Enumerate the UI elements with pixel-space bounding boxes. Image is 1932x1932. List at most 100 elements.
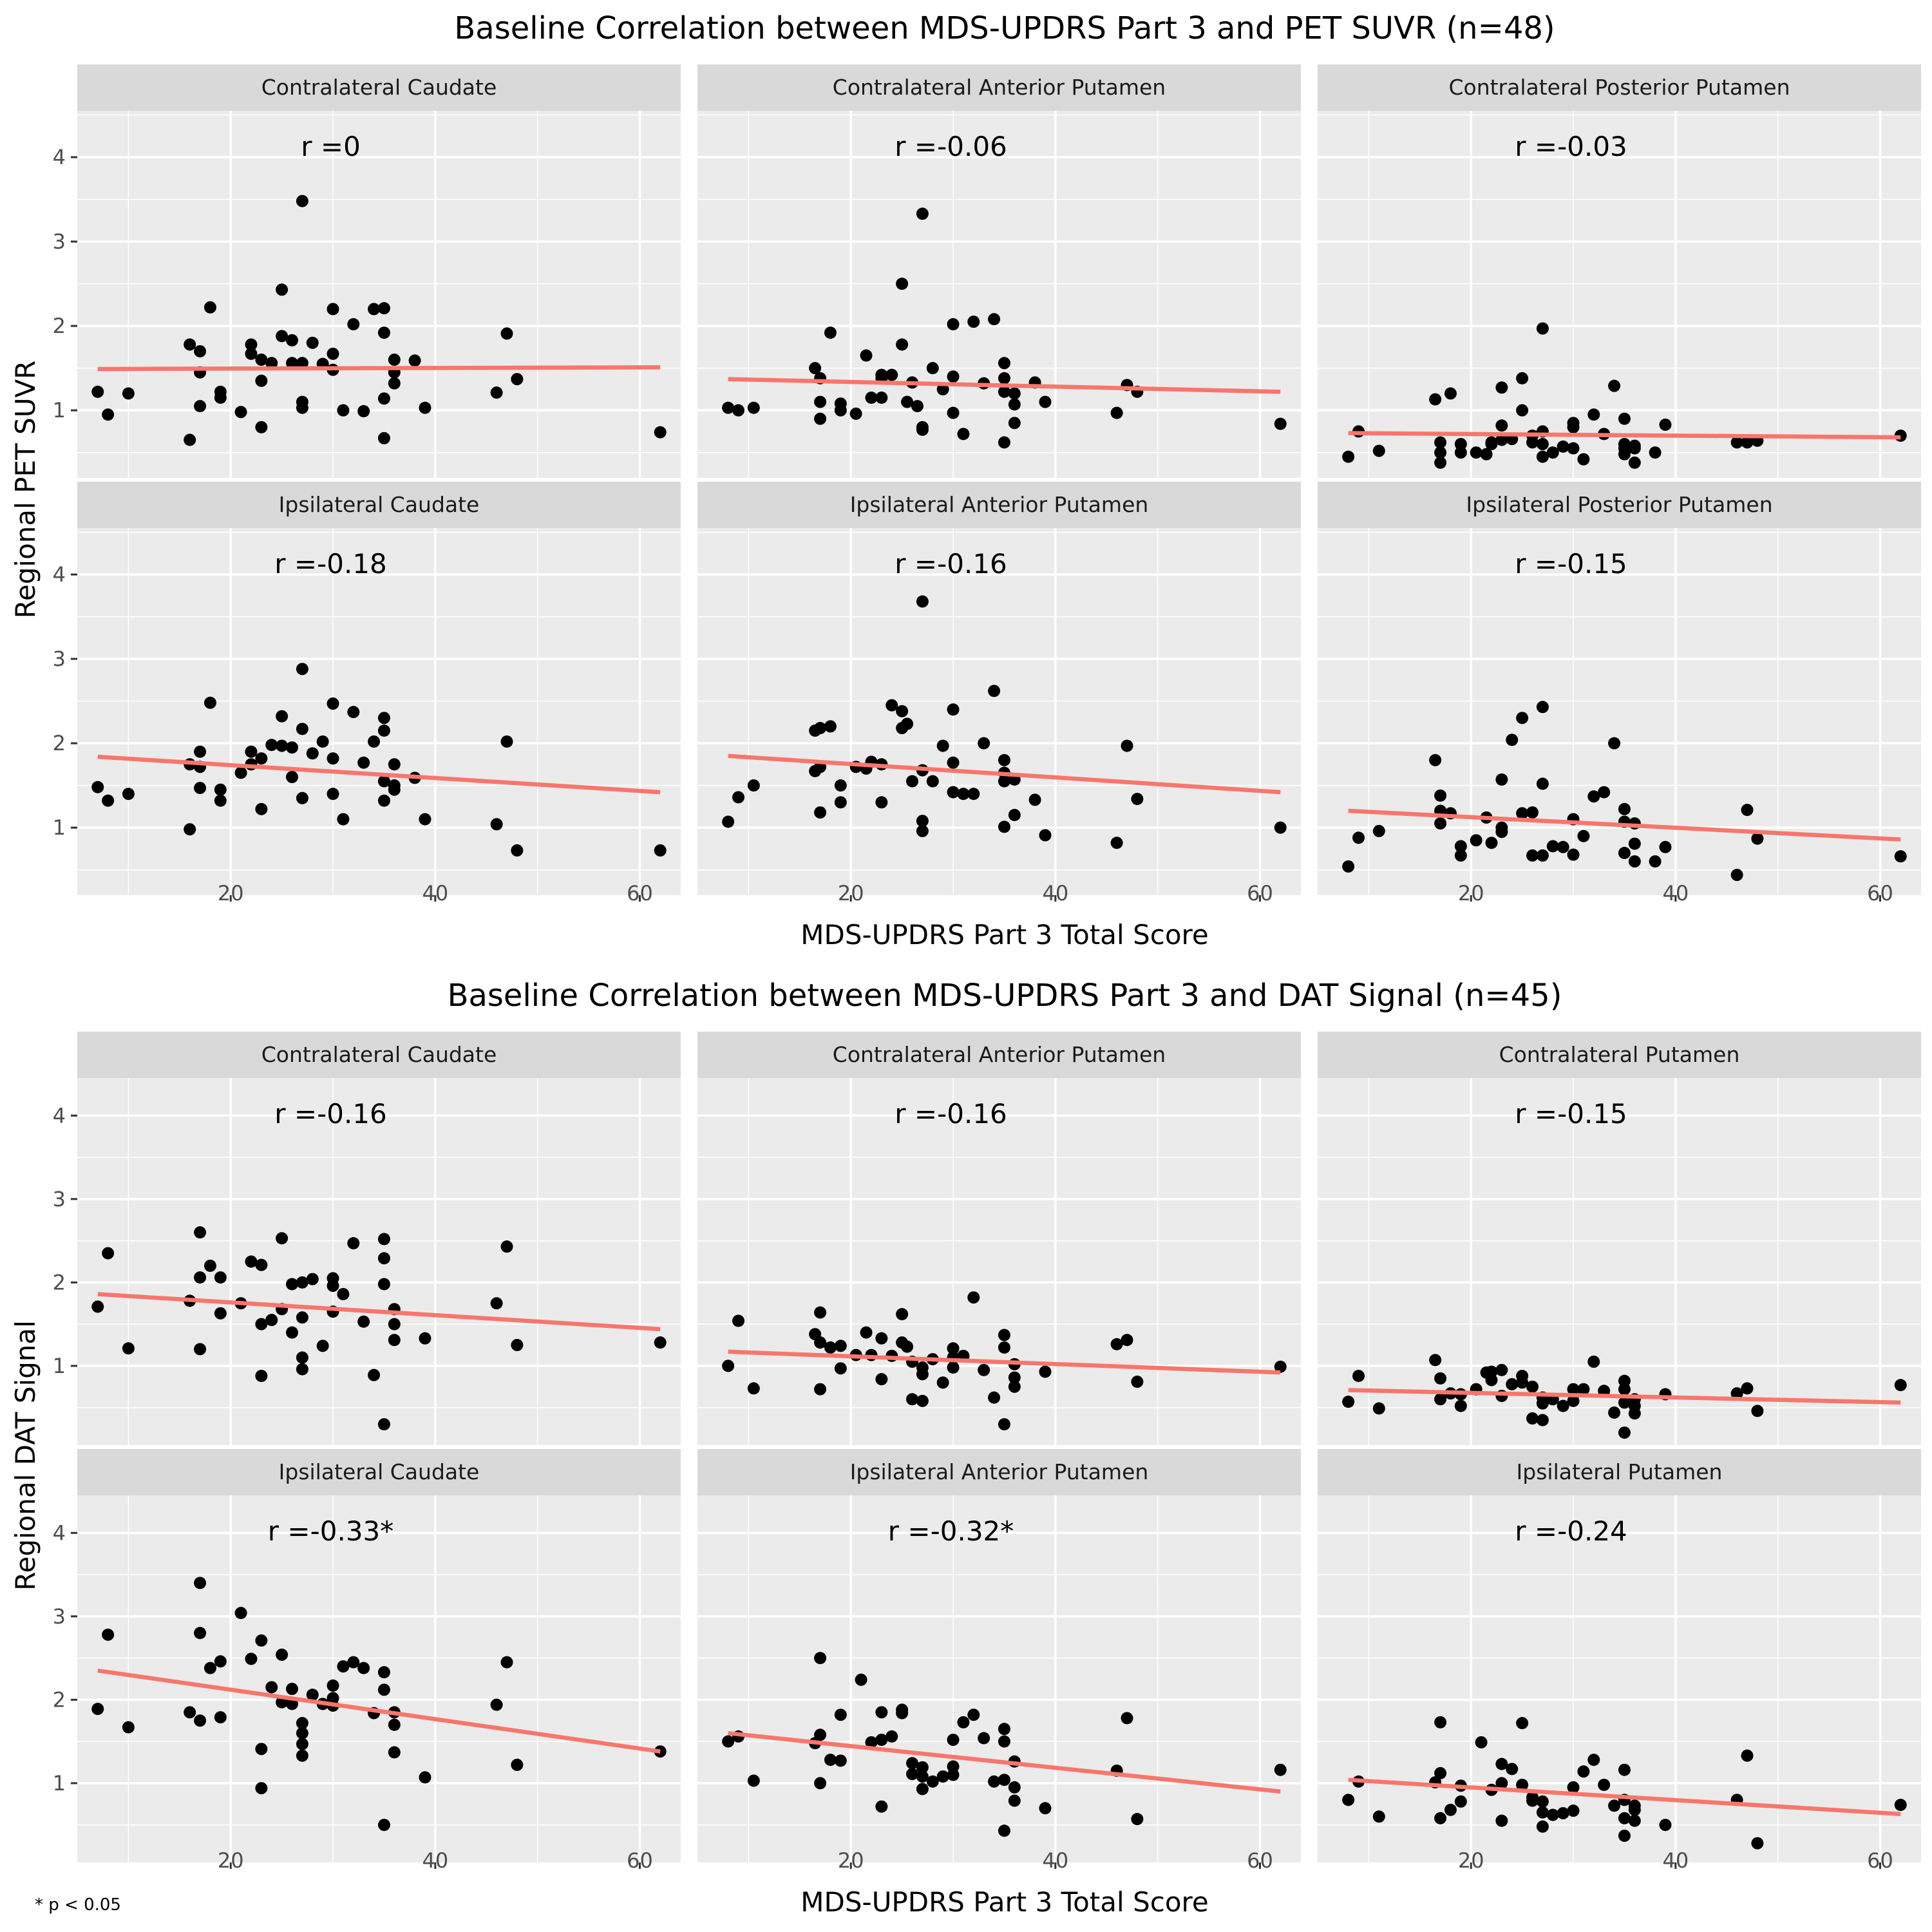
data-point [1546, 446, 1559, 459]
data-point [1567, 848, 1580, 861]
data-point [947, 1768, 960, 1781]
data-point [911, 400, 923, 413]
data-point [419, 401, 431, 414]
data-point [875, 1332, 888, 1345]
data-point [1454, 1795, 1467, 1808]
data-point [1274, 1763, 1287, 1776]
facet-strip [77, 64, 681, 111]
data-point [265, 357, 278, 370]
regression-line [1348, 1777, 1901, 1817]
data-point [1470, 446, 1482, 459]
data-point [1659, 418, 1672, 431]
data-point [1495, 381, 1508, 394]
data-point [998, 775, 1010, 788]
correlation-label: r =-0.15 [1515, 1098, 1627, 1130]
data-point [1618, 846, 1631, 859]
data-point [1516, 1779, 1529, 1792]
data-point [1618, 1763, 1631, 1776]
x-tick-label: 20 [838, 881, 864, 905]
data-point [306, 747, 319, 760]
data-point [408, 354, 421, 367]
data-point [947, 1342, 960, 1355]
data-point [1567, 442, 1580, 455]
data-point [947, 703, 960, 716]
data-point [102, 1247, 115, 1260]
data-point [1649, 855, 1662, 868]
data-point [901, 1340, 914, 1353]
data-point [214, 392, 227, 404]
data-point [1110, 837, 1123, 849]
facet-panel: Ipsilateral Putamen r =-0.24 20 40 60 [1318, 1449, 1921, 1873]
data-point [1008, 417, 1021, 430]
data-point [377, 1278, 390, 1291]
data-point [286, 741, 299, 754]
data-point [1567, 421, 1580, 433]
correlation-label: r =-0.16 [895, 548, 1007, 580]
data-point [102, 1628, 115, 1641]
data-point [1536, 777, 1549, 790]
facet-label: Ipsilateral Caudate [279, 492, 480, 517]
data-point [296, 401, 308, 414]
data-point [1618, 1426, 1631, 1439]
data-point [286, 1278, 299, 1291]
x-tick-label: 40 [1042, 1848, 1068, 1873]
data-point [1454, 438, 1467, 451]
data-point [1741, 436, 1754, 449]
data-point [255, 354, 268, 366]
data-point [214, 1307, 227, 1320]
data-point [490, 1698, 503, 1711]
data-point [967, 788, 980, 800]
data-point [234, 1607, 247, 1620]
data-point [368, 1368, 381, 1381]
data-point [747, 779, 760, 792]
data-point [255, 1743, 268, 1756]
data-point [896, 705, 909, 717]
facet-label: Contralateral Caudate [261, 75, 497, 100]
data-point [1516, 404, 1529, 417]
data-point [377, 302, 390, 315]
data-point [747, 1774, 760, 1787]
correlation-label: r =-0.32* [888, 1515, 1014, 1547]
data-point [886, 1730, 898, 1743]
data-point [906, 1757, 919, 1770]
significance-footnote: * p < 0.05 [35, 1895, 121, 1915]
data-point [377, 392, 390, 405]
facet-strip [77, 1032, 681, 1078]
data-point [1110, 406, 1123, 419]
correlation-label: r =-0.18 [274, 548, 386, 580]
data-point [834, 1709, 847, 1721]
data-point [896, 1308, 909, 1321]
data-point [194, 1627, 207, 1640]
data-point [722, 401, 735, 414]
y-tick-label: 3 [53, 229, 66, 254]
data-point [834, 1362, 847, 1375]
data-point [368, 735, 381, 748]
data-point [1429, 753, 1442, 766]
data-point [1546, 840, 1559, 853]
data-point [1506, 1378, 1519, 1390]
data-point [377, 1252, 390, 1265]
data-point [255, 1634, 268, 1647]
data-point [122, 1342, 135, 1355]
data-point [276, 1648, 289, 1661]
facet-panel: Ipsilateral Caudate r =-0.18 1 2 3 4 20 40 60 [53, 482, 681, 905]
data-point [347, 1237, 360, 1249]
data-point [1342, 450, 1355, 463]
data-point [255, 802, 268, 815]
y-tick-label: 1 [53, 398, 66, 422]
data-point [936, 1376, 949, 1389]
data-point [214, 1711, 227, 1724]
data-point [1536, 1820, 1549, 1833]
data-point [1526, 849, 1539, 862]
y-tick-label: 4 [53, 1520, 66, 1545]
y-tick-label: 4 [53, 562, 66, 587]
data-point [265, 739, 278, 752]
data-point [337, 1660, 350, 1673]
data-point [1587, 1754, 1600, 1766]
data-point [245, 347, 258, 360]
data-point [814, 1728, 827, 1741]
data-point [327, 1280, 339, 1293]
data-point [916, 595, 929, 608]
data-point [1628, 456, 1641, 469]
data-point [347, 1656, 360, 1669]
